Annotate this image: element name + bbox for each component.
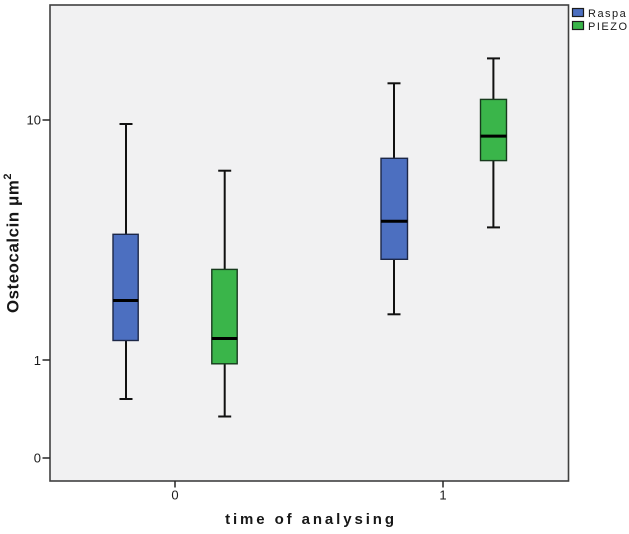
svg-text:Raspa: Raspa: [588, 8, 627, 20]
svg-text:time of analysing: time of analysing: [225, 511, 397, 528]
svg-text:PIEZO: PIEZO: [588, 21, 629, 33]
svg-text:Osteocalcin μm2: Osteocalcin μm2: [2, 173, 23, 313]
svg-text:0: 0: [171, 488, 178, 503]
svg-text:0: 0: [34, 451, 41, 466]
svg-text:1: 1: [439, 488, 446, 503]
svg-text:1: 1: [34, 353, 41, 368]
svg-text:10: 10: [27, 113, 41, 128]
